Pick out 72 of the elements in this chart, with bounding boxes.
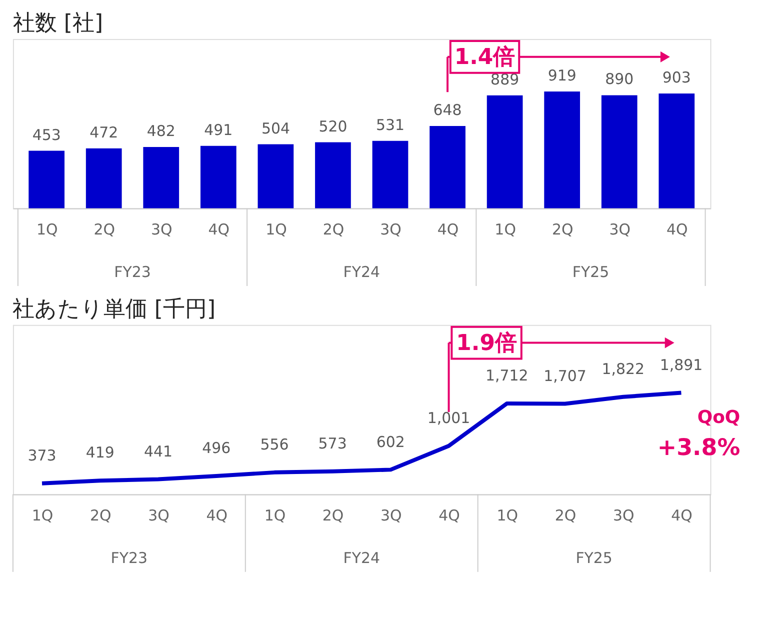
data-label: 602 xyxy=(376,432,405,451)
data-label: 1,822 xyxy=(602,360,644,378)
bar xyxy=(430,126,466,208)
data-label: 1,707 xyxy=(544,366,586,385)
x-tick-label: 3Q xyxy=(148,506,170,525)
data-label: 556 xyxy=(260,436,289,454)
bar xyxy=(372,140,408,208)
x-tick-label: 2Q xyxy=(322,220,344,239)
bar xyxy=(86,148,122,208)
text: FY24 xyxy=(343,263,380,282)
bar xyxy=(486,95,523,208)
x-tick-label: 3Q xyxy=(380,220,402,239)
bar xyxy=(658,94,695,208)
x-tick-label: 2Q xyxy=(554,506,576,525)
x-tick-label: 4Q xyxy=(438,506,460,525)
chart-title: 社数 [社] xyxy=(12,10,104,36)
data-label: 373 xyxy=(28,446,56,464)
data-label: 1,712 xyxy=(486,366,528,385)
x-tick-label: 1Q xyxy=(36,220,58,239)
data-label: 890 xyxy=(605,70,634,88)
chart-title: 社あたり単価 [千円] xyxy=(12,296,216,322)
text: FY23 xyxy=(114,263,151,282)
x-tick-label: 1Q xyxy=(496,506,518,525)
data-label: 504 xyxy=(261,119,290,138)
x-tick-label: 2Q xyxy=(94,220,115,239)
text: 1.9倍 xyxy=(456,330,517,356)
bar xyxy=(258,144,294,208)
data-label: 919 xyxy=(548,66,576,85)
text: FY25 xyxy=(572,263,610,282)
x-tick-label: 1Q xyxy=(264,506,286,525)
text: 1.4倍 xyxy=(454,44,516,70)
data-label: 1,891 xyxy=(660,356,703,374)
x-tick-label: 2Q xyxy=(322,506,344,525)
annotation: QoQ xyxy=(697,406,740,428)
x-tick-label: 2Q xyxy=(552,220,574,239)
x-tick-label: 3Q xyxy=(150,220,172,239)
bar xyxy=(28,150,64,208)
annotation: +3.8% xyxy=(657,434,740,461)
data-label: 531 xyxy=(376,116,405,134)
x-tick-label: 3Q xyxy=(609,220,630,239)
x-tick-label: 1Q xyxy=(266,220,287,239)
x-tick-label: 4Q xyxy=(437,220,459,239)
x-tick-label: 3Q xyxy=(612,506,634,525)
x-tick-label: 3Q xyxy=(380,506,402,525)
data-label: 903 xyxy=(662,68,691,87)
bar xyxy=(200,146,236,208)
bar xyxy=(544,92,580,208)
data-label: 441 xyxy=(144,442,172,460)
x-tick-label: 2Q xyxy=(90,506,112,525)
x-tick-label: 4Q xyxy=(206,506,228,525)
x-tick-label: 4Q xyxy=(666,220,688,239)
data-label: 491 xyxy=(204,120,233,139)
data-label: 1,001 xyxy=(427,408,470,427)
data-label: 472 xyxy=(90,123,118,142)
text: FY24 xyxy=(343,548,380,567)
text: FY23 xyxy=(110,548,148,567)
data-label: 648 xyxy=(433,101,462,119)
x-tick-label: 4Q xyxy=(671,506,692,525)
data-label: 419 xyxy=(86,444,114,462)
data-label: 889 xyxy=(490,70,520,88)
bar xyxy=(601,95,638,208)
x-tick-label: 1Q xyxy=(494,220,516,239)
data-label: 520 xyxy=(318,117,348,136)
data-label: 482 xyxy=(146,122,176,140)
data-label: 496 xyxy=(202,439,231,458)
data-label: 573 xyxy=(318,434,347,453)
bar xyxy=(143,147,180,208)
x-tick-label: 4Q xyxy=(208,220,230,239)
text: FY25 xyxy=(576,548,612,567)
bar xyxy=(315,142,351,208)
data-label: 453 xyxy=(32,126,61,144)
x-tick-label: 1Q xyxy=(32,506,54,525)
